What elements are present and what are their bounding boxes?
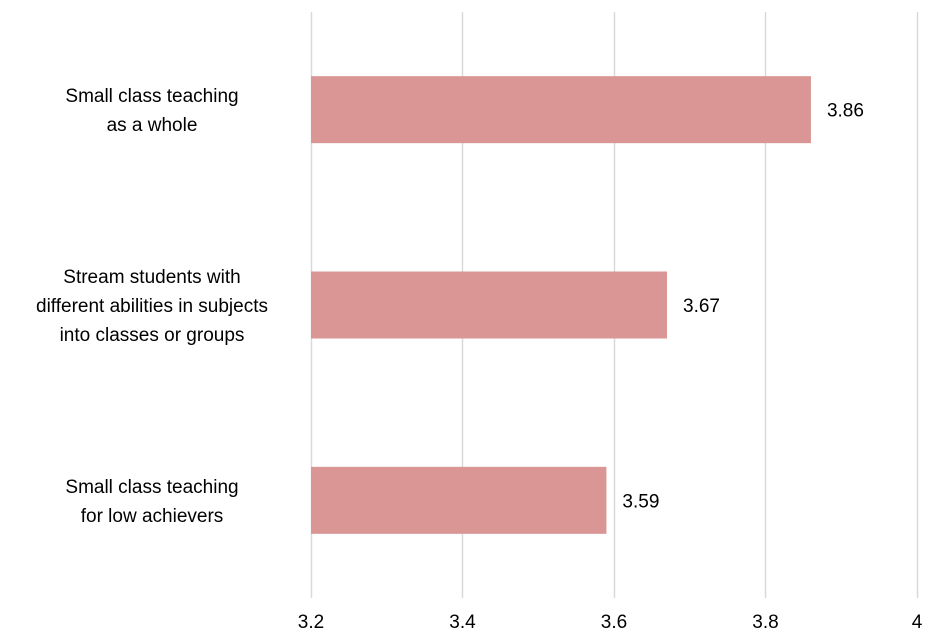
category-label-line: Stream students with [63, 267, 240, 288]
data-label-2: 3.59 [622, 491, 659, 512]
category-label-2: Small class teaching for low achievers [65, 477, 238, 527]
category-labels: Small class teaching as a whole Stream stu… [36, 86, 268, 527]
data-labels: 3.86 3.67 3.59 [622, 101, 864, 513]
x-tick-label-4: 4 [912, 612, 923, 633]
category-label-0: Small class teaching as a whole [65, 86, 238, 136]
category-label-line: Small class teaching [65, 477, 238, 498]
x-tick-label-3: 3.8 [752, 612, 778, 633]
category-label-line: different abilities in subjects [36, 296, 268, 317]
bar-2 [311, 466, 607, 534]
category-label-line: Small class teaching [65, 86, 238, 107]
x-tick-label-0: 3.2 [298, 612, 324, 633]
x-tick-label-1: 3.4 [449, 612, 476, 633]
bars [311, 76, 811, 534]
category-label-line: as a whole [107, 115, 198, 136]
x-tick-label-2: 3.6 [601, 612, 627, 633]
category-label-1: Stream students with different abilities … [36, 267, 268, 346]
data-label-0: 3.86 [827, 101, 864, 122]
category-label-line: for low achievers [81, 506, 224, 527]
data-label-1: 3.67 [683, 296, 720, 317]
category-label-line: into classes or groups [60, 325, 245, 346]
x-axis-tick-labels: 3.2 3.4 3.6 3.8 4 [298, 612, 923, 633]
bar-0 [311, 76, 811, 144]
bar-1 [311, 271, 668, 339]
